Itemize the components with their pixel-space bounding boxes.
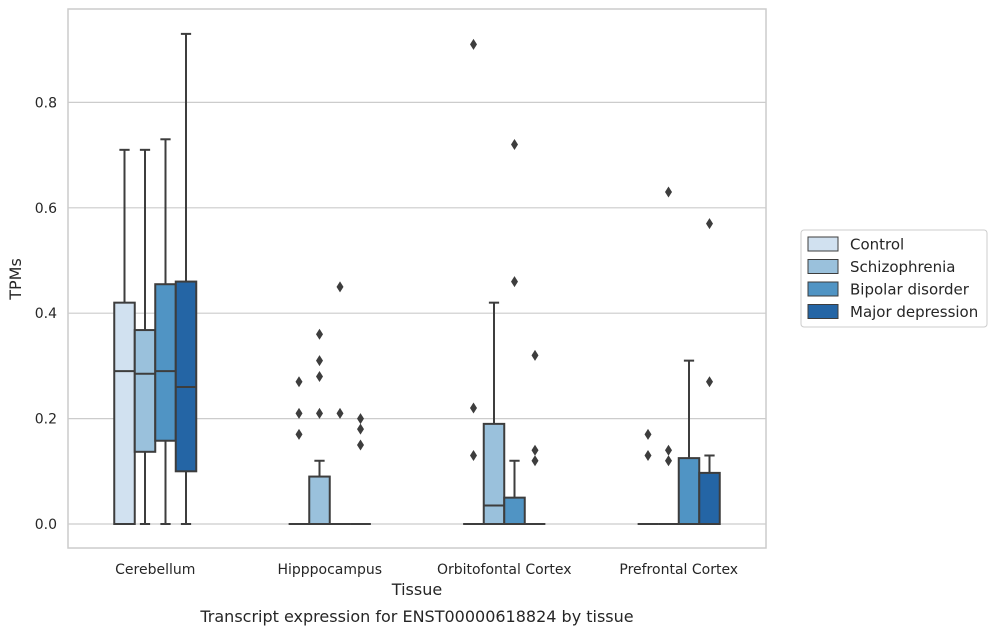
x-tick-label: Cerebellum xyxy=(115,562,195,578)
box-body xyxy=(677,457,701,525)
chart-caption: Transcript expression for ENST0000061882… xyxy=(199,607,633,626)
outlier-point xyxy=(295,407,303,419)
outlier-point xyxy=(531,349,539,361)
outlier-point xyxy=(665,455,672,467)
box-body xyxy=(133,329,157,453)
box-bipolar-disorder xyxy=(677,359,701,525)
legend-swatch xyxy=(807,281,839,297)
y-tick-label: 0.6 xyxy=(35,201,57,217)
box-schizophrenia xyxy=(482,301,506,525)
outlier-point xyxy=(357,423,364,435)
outlier-point xyxy=(531,444,539,456)
outlier-point xyxy=(470,38,477,50)
box-bipolar-disorder xyxy=(503,139,526,525)
y-tick-label: 0.2 xyxy=(35,412,57,428)
legend-swatch xyxy=(807,259,839,274)
box-control xyxy=(637,428,659,525)
outlier-point xyxy=(511,276,518,288)
box-body xyxy=(154,283,177,442)
box-bipolar-disorder xyxy=(154,138,177,525)
outlier-point xyxy=(470,449,477,461)
box-schizophrenia xyxy=(308,328,331,526)
outlier-point xyxy=(706,218,713,230)
outlier-point xyxy=(531,455,539,467)
legend-label: Schizophrenia xyxy=(850,258,955,276)
legend-frame xyxy=(800,229,988,328)
box-body xyxy=(174,280,198,473)
legend-swatch xyxy=(807,236,839,252)
outlier-point xyxy=(644,449,652,461)
legend: Control Schizophrenia Bipolar disorder Majo… xyxy=(800,229,988,328)
box-schizophrenia xyxy=(658,186,679,525)
y-axis-title: TPMs xyxy=(6,258,25,301)
box-major-depression xyxy=(350,413,371,525)
x-tick-label: Hipppocampus xyxy=(277,562,382,578)
outlier-point xyxy=(316,355,323,367)
outlier-point xyxy=(470,402,477,414)
outlier-point xyxy=(316,370,323,382)
box-major-depression xyxy=(174,32,198,525)
legend-swatch xyxy=(807,304,839,319)
box-plot-groups xyxy=(113,32,721,526)
outlier-point xyxy=(357,413,364,425)
outlier-point xyxy=(511,139,518,151)
y-axis-ticks: 0.0 0.2 0.4 0.6 0.8 xyxy=(35,95,57,533)
outlier-point xyxy=(706,376,713,388)
box-control xyxy=(288,376,310,525)
box-body xyxy=(698,471,721,526)
outlier-point xyxy=(316,407,323,419)
legend-label: Bipolar disorder xyxy=(850,281,970,299)
outlier-point xyxy=(357,439,364,451)
y-tick-label: 0.4 xyxy=(35,306,57,322)
box-schizophrenia xyxy=(133,148,157,525)
box-control xyxy=(113,148,136,525)
box-major-depression xyxy=(524,349,546,525)
legend-label: Control xyxy=(850,236,904,254)
box-body xyxy=(482,422,506,525)
box-body xyxy=(113,301,136,525)
box-body xyxy=(503,496,526,525)
y-tick-label: 0.8 xyxy=(35,95,57,111)
legend-label: Major depression xyxy=(850,303,978,321)
outlier-point xyxy=(665,186,672,198)
plot-area-frame xyxy=(67,8,767,549)
x-axis-ticks: Cerebellum Hipppocampus Orbitofontal Corte… xyxy=(115,562,738,578)
outlier-point xyxy=(316,328,323,340)
outlier-point xyxy=(295,376,303,388)
outlier-point xyxy=(336,281,344,293)
outlier-point xyxy=(665,444,672,456)
box-bipolar-disorder xyxy=(329,281,351,525)
y-tick-label: 0.0 xyxy=(35,517,57,533)
x-tick-label: Prefrontal Cortex xyxy=(619,562,738,578)
outlier-point xyxy=(644,428,652,440)
box-major-depression xyxy=(698,218,721,526)
box-body xyxy=(308,475,331,526)
outlier-point xyxy=(336,407,344,419)
box-control xyxy=(463,38,484,525)
x-axis-title: Tissue xyxy=(391,580,442,599)
outlier-point xyxy=(295,428,303,440)
x-tick-label: Orbitofontal Cortex xyxy=(437,562,572,578)
